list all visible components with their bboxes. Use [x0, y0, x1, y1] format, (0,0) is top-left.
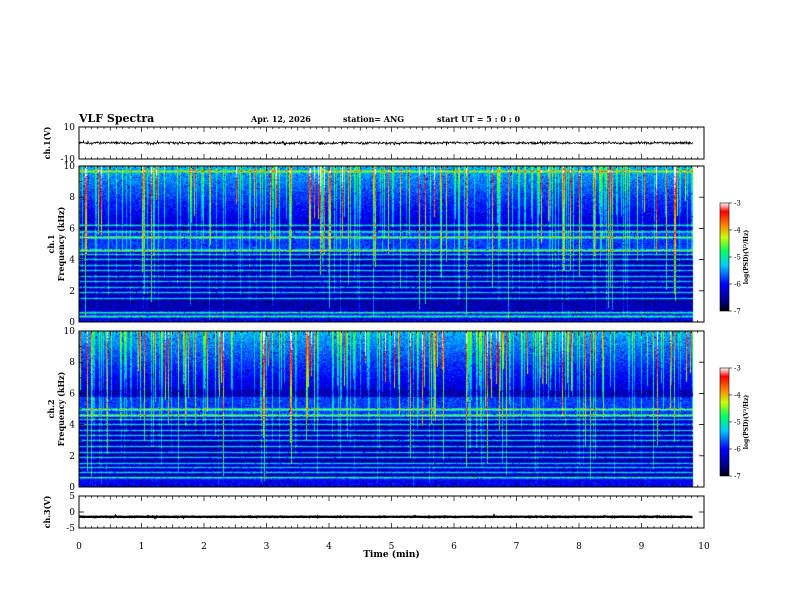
- ch3-waveform-ylabel: ch.3(V): [42, 495, 52, 528]
- colorbar-ch2: [719, 367, 730, 477]
- ch3-waveform-line: [78, 513, 693, 520]
- date-label: Apr. 12, 2026: [251, 114, 311, 124]
- ch1-spectrogram-image: [79, 166, 704, 322]
- colorbar-tick-label: -6: [734, 446, 741, 454]
- xaxis-label: Time (min): [363, 549, 420, 560]
- xtick-label: 7: [514, 542, 520, 552]
- ch3-waveform-ytick-label: -5: [66, 524, 75, 534]
- colorbar-tick-label: -3: [734, 365, 741, 373]
- ch2-spectrogram-ytick-label: 8: [69, 358, 75, 368]
- xtick-label: 2: [201, 542, 207, 552]
- ch3-waveform-ytick-label: 0: [69, 508, 75, 518]
- ch1-spectrogram-ylabel: Frequency (kHz): [56, 206, 66, 281]
- ch2-spectrogram-image: [79, 331, 704, 487]
- ch2-spectrogram-ylabel: Frequency (kHz): [56, 371, 66, 446]
- colorbar-tick-label: -4: [734, 227, 741, 235]
- xtick-label: 9: [639, 542, 645, 552]
- ch1-waveform-line: [78, 139, 693, 147]
- ch1-waveform-ytick-label: 10: [64, 123, 76, 133]
- colorbar-label: log(PSD)(V²/Hz): [743, 395, 750, 450]
- xtick-label: 1: [139, 542, 145, 552]
- colorbar-ch1: [719, 202, 730, 312]
- xtick-label: 6: [451, 542, 457, 552]
- colorbar-tick-label: -7: [734, 473, 741, 481]
- ch2-spectrogram-ytick-label: 0: [69, 483, 75, 493]
- ch1-spectrogram-ytick-label: 6: [69, 224, 75, 234]
- colorbar-tick-label: -4: [734, 392, 741, 400]
- ch2-spectrogram-ytick-label: 6: [69, 389, 75, 399]
- ch2-spectrogram-ytick-label: 2: [69, 452, 75, 462]
- xtick-label: 3: [264, 542, 270, 552]
- figure-title: VLF Spectra: [79, 112, 155, 125]
- colorbar-tick-label: -7: [734, 308, 741, 316]
- xtick-label: 10: [698, 542, 710, 552]
- xtick-label: 5: [389, 542, 395, 552]
- colorbar-tick-label: -5: [734, 419, 741, 427]
- ch1-spectrogram-ytick-label: 0: [69, 318, 75, 328]
- xtick-label: 4: [326, 542, 332, 552]
- colorbar-label: log(PSD)(V²/Hz): [743, 230, 750, 285]
- ch1-spectrogram-ytick-label: 8: [69, 193, 75, 203]
- start-time-label: start UT = 5 : 0 : 0: [437, 114, 521, 124]
- ch1-spectrogram-ytick-label: 4: [69, 256, 75, 266]
- ch1-spectrogram-ytick-label: 10: [64, 162, 76, 172]
- xtick-label: 8: [576, 542, 582, 552]
- ch1-waveform-ylabel: ch.1(V): [42, 126, 52, 159]
- ch2-spectrogram-ytick-label: 10: [64, 327, 76, 337]
- ch1-spectrogram-ylabel-channel: ch.1: [46, 234, 56, 253]
- colorbar-tick-label: -5: [734, 254, 741, 262]
- station-label: station= ANG: [343, 114, 405, 124]
- colorbar-tick-label: -3: [734, 200, 741, 208]
- ch2-spectrogram-ytick-label: 4: [69, 421, 75, 431]
- xtick-label: 0: [76, 542, 82, 552]
- ch1-spectrogram-ytick-label: 2: [69, 287, 75, 297]
- ch1-waveform-ytick-label: -10: [61, 155, 76, 165]
- ch3-waveform-ytick-label: 5: [69, 492, 75, 502]
- colorbar-tick-label: -6: [734, 281, 741, 289]
- ch2-spectrogram-ylabel-channel: ch.2: [46, 399, 56, 418]
